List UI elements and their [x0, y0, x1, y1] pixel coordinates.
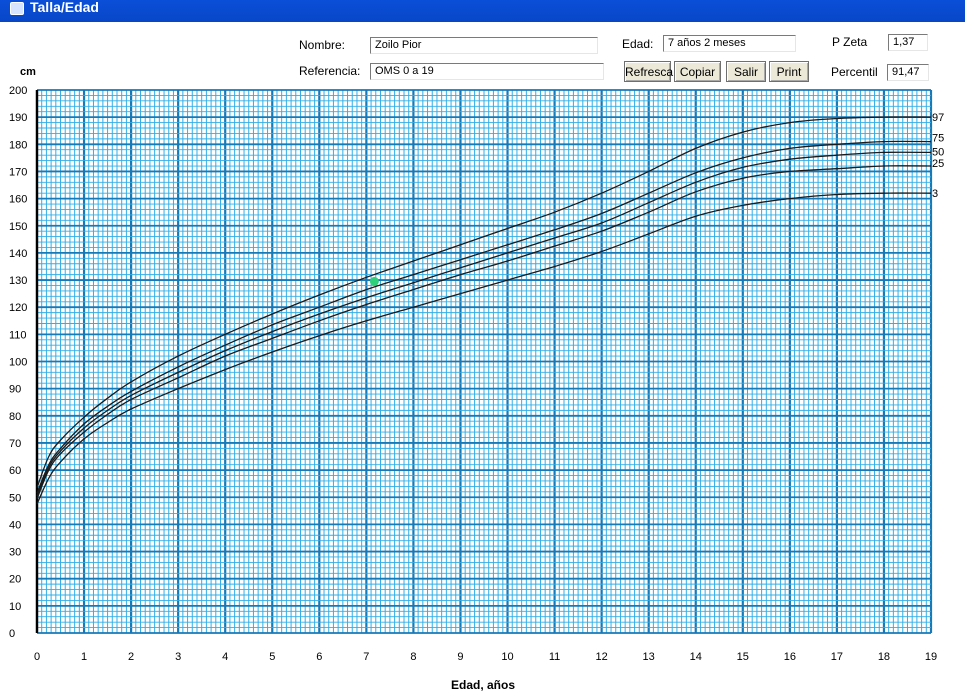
series-label-97: 97	[932, 112, 944, 124]
copiar-button[interactable]: Copiar	[674, 61, 721, 82]
percentile-curve-97	[36, 116, 932, 488]
series-label-25: 25	[932, 158, 944, 170]
refresca-button[interactable]: Refresca	[624, 61, 673, 82]
y-tick-label: 200	[9, 85, 27, 97]
x-tick-label: 17	[831, 651, 843, 663]
window-title: Talla/Edad	[30, 0, 99, 15]
percentile-curve-25	[36, 165, 932, 499]
x-tick-label: 10	[501, 651, 513, 663]
pzeta-label: P Zeta	[832, 35, 868, 49]
y-tick-label: 10	[9, 601, 21, 613]
percentile-curve-50	[36, 151, 932, 497]
x-tick-label: 12	[596, 651, 608, 663]
x-tick-label: 8	[410, 651, 416, 663]
y-tick-label: 50	[9, 492, 21, 504]
y-tick-label: 170	[9, 166, 27, 178]
y-tick-label: 150	[9, 221, 27, 233]
x-tick-label: 9	[457, 651, 463, 663]
x-tick-label: 1	[81, 651, 87, 663]
x-tick-label: 6	[316, 651, 322, 663]
x-tick-label: 7	[363, 651, 369, 663]
y-tick-label: 130	[9, 275, 27, 287]
app-icon	[10, 2, 24, 15]
percentil-label: Percentil	[831, 65, 878, 79]
y-tick-label: 60	[9, 465, 21, 477]
y-tick-label: 100	[9, 357, 27, 369]
y-tick-label: 90	[9, 384, 21, 396]
y-tick-label: 70	[9, 438, 21, 450]
salir-button[interactable]: Salir	[726, 61, 766, 82]
x-tick-label: 4	[222, 651, 228, 663]
x-tick-label: 11	[549, 651, 560, 663]
percentil-field[interactable]: 91,47	[887, 64, 929, 81]
referencia-label: Referencia:	[299, 64, 361, 78]
y-tick-label: 80	[9, 411, 21, 423]
y-tick-label: 30	[9, 547, 21, 559]
percentile-curve-3	[36, 192, 932, 505]
x-tick-label: 15	[737, 651, 749, 663]
series-label-50: 50	[932, 146, 944, 158]
edad-field[interactable]: 7 años 2 meses	[663, 35, 796, 52]
series-label-3: 3	[932, 188, 938, 200]
y-axis-unit-label: cm	[20, 66, 36, 78]
y-tick-label: 0	[9, 628, 15, 640]
x-tick-label: 13	[643, 651, 655, 663]
x-axis-label: Edad, años	[451, 678, 515, 692]
x-tick-label: 18	[878, 651, 890, 663]
y-tick-label: 40	[9, 519, 21, 531]
y-tick-label: 190	[9, 112, 27, 124]
edad-label: Edad:	[622, 37, 654, 51]
y-tick-label: 180	[9, 139, 27, 151]
x-tick-label: 0	[34, 651, 40, 663]
x-tick-label: 19	[925, 651, 937, 663]
window-titlebar[interactable]: Talla/Edad	[0, 0, 965, 22]
x-tick-label: 3	[175, 651, 181, 663]
y-tick-label: 20	[9, 574, 21, 586]
pzeta-field[interactable]: 1,37	[888, 34, 928, 51]
nombre-label: Nombre:	[299, 38, 346, 52]
patient-measurement-point[interactable]	[369, 276, 379, 286]
x-tick-label: 16	[784, 651, 796, 663]
y-tick-label: 160	[9, 194, 27, 206]
nombre-field[interactable]: Zoilo Pior	[370, 37, 598, 54]
print-button[interactable]: Print	[769, 61, 809, 82]
x-tick-label: 5	[269, 651, 275, 663]
y-tick-label: 110	[9, 329, 27, 341]
referencia-field[interactable]: OMS 0 a 19	[370, 63, 604, 80]
x-tick-label: 2	[128, 651, 134, 663]
percentile-curve-75	[36, 140, 932, 494]
x-tick-label: 14	[690, 651, 702, 663]
y-tick-label: 140	[9, 248, 27, 260]
y-tick-label: 120	[9, 302, 27, 314]
series-label-75: 75	[932, 133, 944, 145]
